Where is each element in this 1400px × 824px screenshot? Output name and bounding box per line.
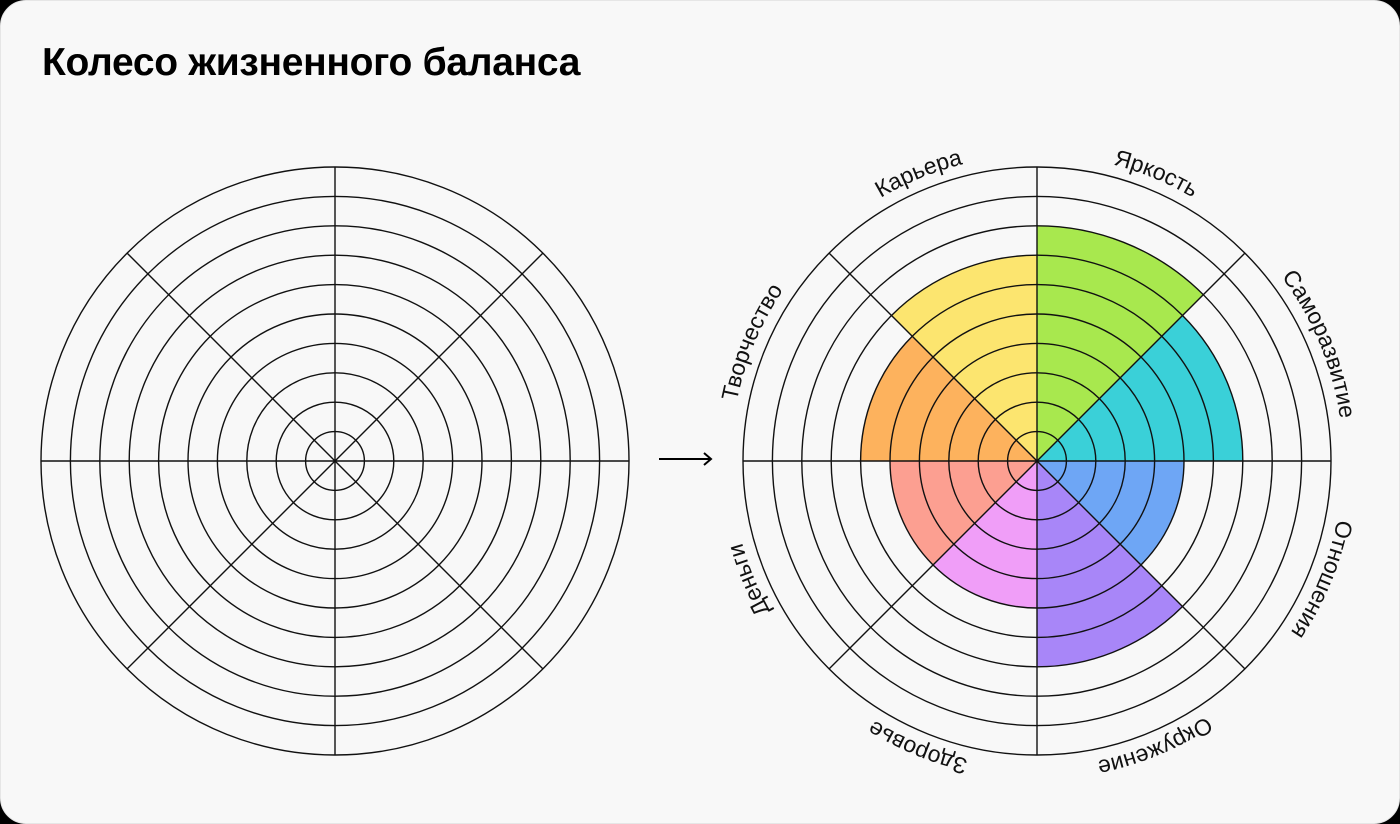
category-label: Окружение [1096,712,1217,782]
category-label: Саморазвитие [1277,264,1361,419]
filled-wheel: ЯркостьСаморазвитиеОтношенияОкружениеЗдо… [716,144,1361,782]
category-label: Здоровье [863,716,970,780]
spoke [126,460,336,670]
spoke [334,252,544,462]
score-sector [890,461,1037,565]
score-sector [933,461,1037,608]
page-title: Колесо жизненного баланса [42,41,581,84]
spoke [1036,460,1246,670]
spoke [828,252,1038,462]
category-label: Творчество [716,278,787,402]
spoke [1036,252,1246,462]
spoke [334,460,544,670]
spoke [828,460,1038,670]
wheel-grid [742,166,1332,756]
score-sector [1037,461,1183,667]
arrow-right-icon [659,452,713,466]
score-sectors [860,225,1243,667]
category-label: Карьера [870,144,964,203]
score-sector [860,336,1037,461]
blank-wheel [40,166,630,756]
category-label: Деньги [722,541,775,621]
score-sector [1037,461,1184,565]
spoke [126,252,336,462]
score-sector [1037,225,1204,461]
category-label: Отношения [1286,518,1358,644]
score-sector [891,255,1037,461]
score-sector [1037,315,1243,461]
